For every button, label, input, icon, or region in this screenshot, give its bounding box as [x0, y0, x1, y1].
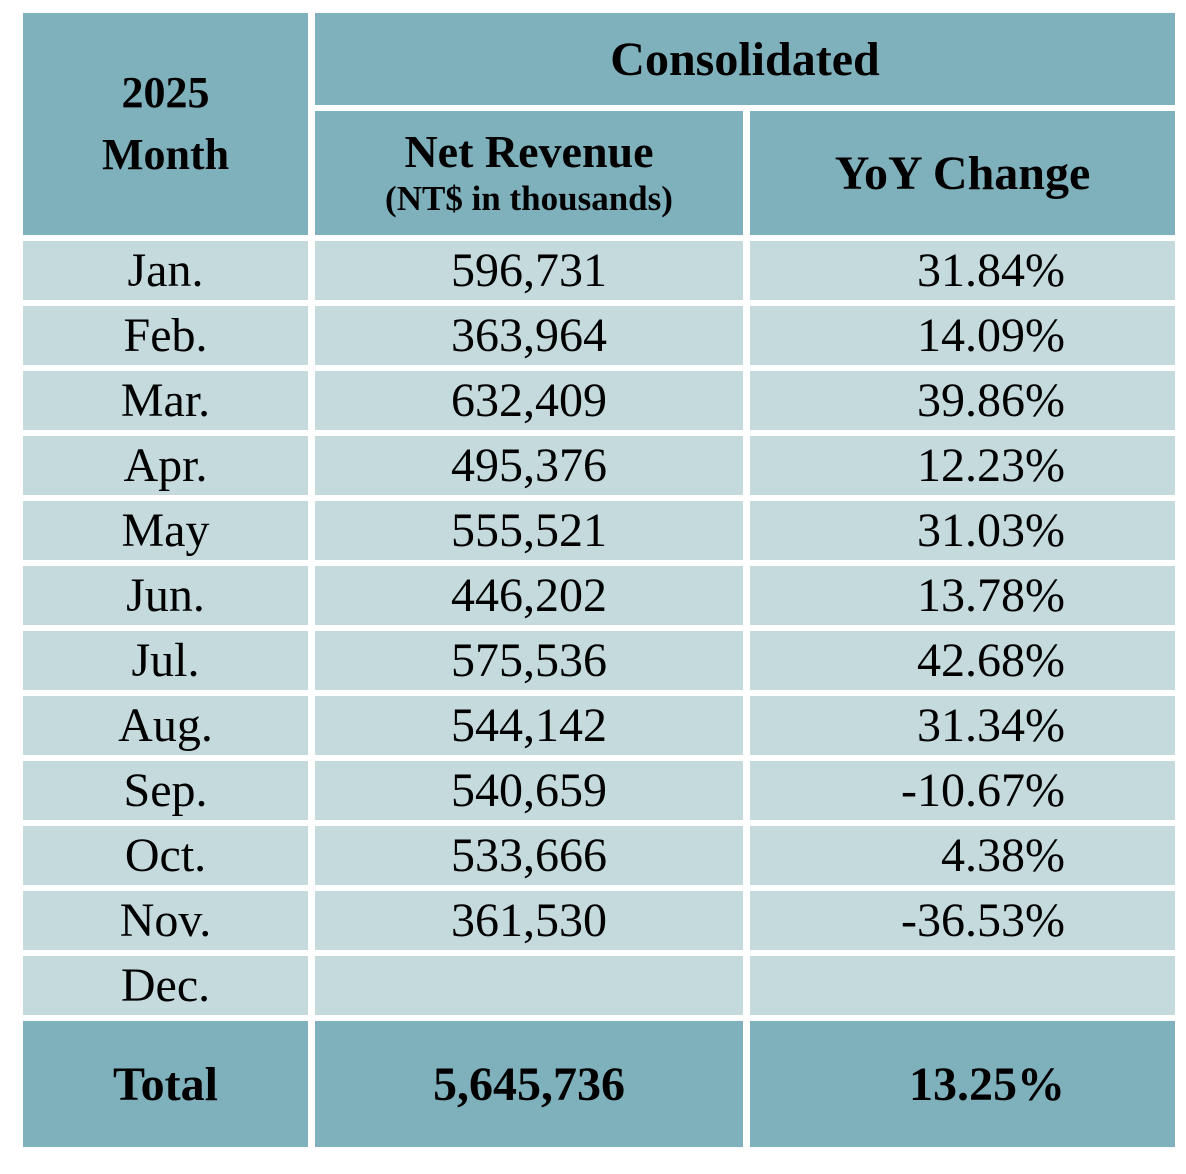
net-revenue-cell: 363,964 — [315, 306, 743, 365]
yoy-cell: 31.03% — [750, 501, 1175, 560]
yoy-change-header: YoY Change — [750, 111, 1175, 235]
net-revenue-title: Net Revenue — [404, 126, 654, 177]
table-row-aug: Aug. 544,142 31.34% — [23, 696, 1175, 755]
month-cell: Nov. — [23, 891, 308, 950]
net-revenue-cell: 555,521 — [315, 501, 743, 560]
table-row-sep: Sep. 540,659 -10.67% — [23, 761, 1175, 820]
yoy-cell: 31.34% — [750, 696, 1175, 755]
table-row-oct: Oct. 533,666 4.38% — [23, 826, 1175, 885]
month-cell: Feb. — [23, 306, 308, 365]
net-revenue-cell: 540,659 — [315, 761, 743, 820]
month-cell: Apr. — [23, 436, 308, 495]
table-row-nov: Nov. 361,530 -36.53% — [23, 891, 1175, 950]
net-revenue-cell: 575,536 — [315, 631, 743, 690]
total-yoy: 13.25% — [750, 1021, 1175, 1147]
net-revenue-subtitle: (NT$ in thousands) — [385, 179, 673, 218]
header-row-columns: Net Revenue (NT$ in thousands) YoY Chang… — [23, 111, 1175, 235]
net-revenue-cell — [315, 956, 743, 1015]
net-revenue-header: Net Revenue (NT$ in thousands) — [315, 111, 743, 235]
month-cell: Dec. — [23, 956, 308, 1015]
net-revenue-cell: 544,142 — [315, 696, 743, 755]
yoy-cell: 12.23% — [750, 436, 1175, 495]
month-cell: Jul. — [23, 631, 308, 690]
yoy-cell: 42.68% — [750, 631, 1175, 690]
month-cell: Oct. — [23, 826, 308, 885]
table-row-jan: Jan. 596,731 31.84% — [23, 241, 1175, 300]
header-row-group: 2025 Month Consolidated — [23, 13, 1175, 235]
month-cell: Jan. — [23, 241, 308, 300]
yoy-cell: 39.86% — [750, 371, 1175, 430]
net-revenue-cell: 361,530 — [315, 891, 743, 950]
month-cell: Sep. — [23, 761, 308, 820]
table-row-dec: Dec. — [23, 956, 1175, 1015]
total-label: Total — [23, 1021, 308, 1147]
month-cell: Jun. — [23, 566, 308, 625]
yoy-cell: -36.53% — [750, 891, 1175, 950]
table-row-jun: Jun. 446,202 13.78% — [23, 566, 1175, 625]
month-cell: Mar. — [23, 371, 308, 430]
yoy-cell: 14.09% — [750, 306, 1175, 365]
month-cell: Aug. — [23, 696, 308, 755]
yoy-cell — [750, 956, 1175, 1015]
table-row-feb: Feb. 363,964 14.09% — [23, 306, 1175, 365]
table-row-jul: Jul. 575,536 42.68% — [23, 631, 1175, 690]
net-revenue-cell: 596,731 — [315, 241, 743, 300]
total-net-revenue: 5,645,736 — [315, 1021, 743, 1147]
year-label: 2025 — [121, 68, 210, 117]
net-revenue-cell: 533,666 — [315, 826, 743, 885]
month-label: Month — [101, 130, 230, 179]
table-row-total: Total 5,645,736 13.25% — [23, 1021, 1175, 1147]
table-row-may: May 555,521 31.03% — [23, 501, 1175, 560]
net-revenue-cell: 495,376 — [315, 436, 743, 495]
yoy-cell: 4.38% — [750, 826, 1175, 885]
net-revenue-cell: 446,202 — [315, 566, 743, 625]
consolidated-header: Consolidated — [315, 13, 1175, 105]
yoy-cell: 13.78% — [750, 566, 1175, 625]
month-year-header: 2025 Month — [23, 13, 308, 235]
net-revenue-cell: 632,409 — [315, 371, 743, 430]
monthly-revenue-table: 2025 Month Consolidated Net Revenue (NT$… — [16, 7, 1182, 1153]
yoy-cell: 31.84% — [750, 241, 1175, 300]
yoy-cell: -10.67% — [750, 761, 1175, 820]
table-row-mar: Mar. 632,409 39.86% — [23, 371, 1175, 430]
month-cell: May — [23, 501, 308, 560]
table-row-apr: Apr. 495,376 12.23% — [23, 436, 1175, 495]
